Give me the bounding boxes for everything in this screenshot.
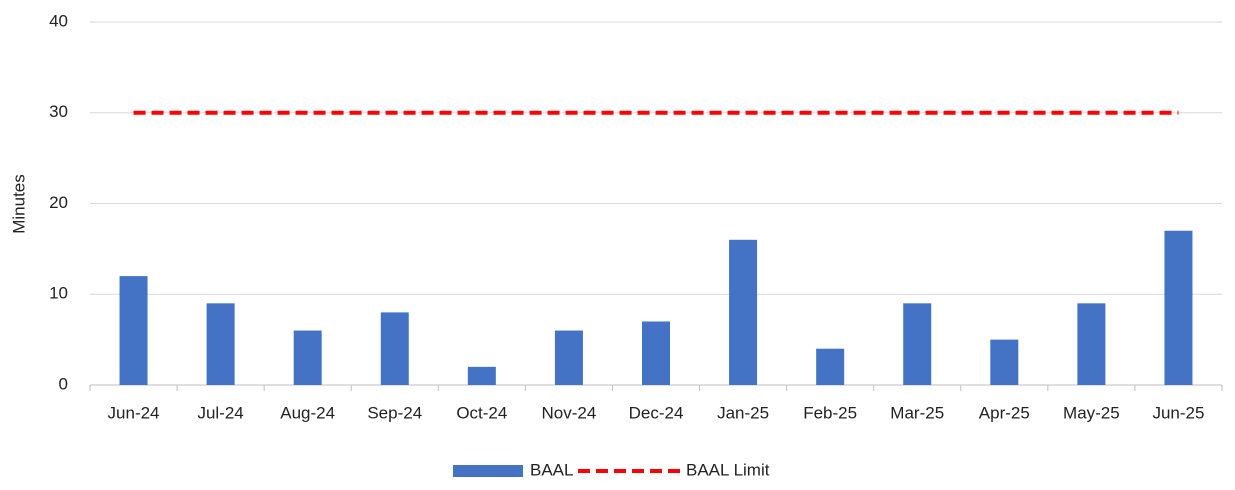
x-tick-label: Jun-25 [1152, 403, 1204, 422]
x-tick-label: Apr-25 [979, 403, 1030, 422]
legend-swatch [453, 465, 523, 477]
bar [642, 321, 670, 385]
bar [467, 366, 496, 385]
x-tick-label: Jun-24 [108, 403, 160, 422]
y-tick-label: 20 [49, 193, 68, 212]
bar [293, 330, 322, 385]
legend-label: BAAL [530, 460, 573, 479]
y-tick-label: 30 [49, 102, 68, 121]
x-tick-label: Jul-24 [197, 403, 243, 422]
x-tick-label: Sep-24 [367, 403, 422, 422]
bar [729, 239, 758, 385]
x-tick-label: May-25 [1063, 403, 1120, 422]
x-tick-label: Dec-24 [629, 403, 684, 422]
x-tick-label: Aug-24 [280, 403, 335, 422]
bar [1077, 303, 1106, 385]
y-tick-label: 0 [59, 374, 68, 393]
legend-label: BAAL Limit [686, 460, 770, 479]
y-tick-label: 10 [49, 284, 68, 303]
x-tick-label: Feb-25 [803, 403, 857, 422]
bar [119, 276, 148, 385]
bar [990, 339, 1019, 385]
y-tick-label: 40 [49, 11, 68, 30]
y-axis-label: Minutes [9, 174, 28, 234]
x-tick-label: Jan-25 [717, 403, 769, 422]
bar [1164, 230, 1193, 385]
x-tick-label: Nov-24 [542, 403, 597, 422]
x-tick-label: Mar-25 [890, 403, 944, 422]
bar [903, 303, 932, 385]
bar [816, 348, 845, 385]
bar [206, 303, 235, 385]
bar [380, 312, 409, 385]
bar [554, 330, 583, 385]
x-tick-label: Oct-24 [456, 403, 507, 422]
